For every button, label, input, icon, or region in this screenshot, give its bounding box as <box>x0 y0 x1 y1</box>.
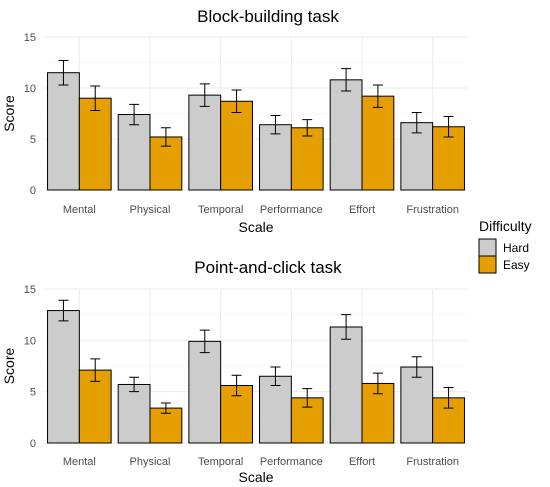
bar-hard-effort <box>329 79 363 191</box>
error-bar-hard-physical <box>129 103 140 126</box>
error-bar-hard-frustration <box>411 356 422 378</box>
error-bar-easy-effort <box>372 84 383 108</box>
bar-hard-mental <box>47 72 80 191</box>
error-bar-easy-mental <box>90 85 101 111</box>
legend-swatch-hard <box>478 238 497 257</box>
error-bar-easy-frustration <box>443 387 454 409</box>
x-tick-label-performance: Performance <box>260 204 323 216</box>
bar-easy-mental <box>78 369 112 444</box>
error-bar-easy-temporal <box>231 374 242 397</box>
x-tick-label-mental: Mental <box>63 456 96 468</box>
x-tick-label-effort: Effort <box>349 456 375 468</box>
y-tick-label: 15 <box>24 284 36 296</box>
bar-hard-physical <box>117 383 151 444</box>
x-axis-title: Scale <box>238 219 273 235</box>
legend-swatch-easy <box>478 255 497 274</box>
x-axis-title: Scale <box>238 469 273 485</box>
bar-hard-physical <box>117 114 151 191</box>
bar-hard-frustration <box>400 122 434 191</box>
chart-panel-point-and-click: 0 5 10 15 Mental Physical Temporal Performance E… <box>1 258 468 485</box>
error-bar-easy-temporal <box>231 89 242 113</box>
error-bar-hard-temporal <box>199 83 210 107</box>
bar-easy-temporal <box>220 385 253 444</box>
error-bar-hard-mental <box>58 299 69 322</box>
x-tick-label-frustration: Frustration <box>406 204 459 216</box>
chart-panel-block-building: 0 5 10 15 Mental Physical Temporal Performance E… <box>1 7 468 235</box>
bar-hard-effort <box>329 326 363 444</box>
bar-easy-temporal <box>220 100 253 191</box>
error-bar-hard-physical <box>129 376 140 393</box>
legend-title: Difficulty <box>479 218 532 234</box>
y-tick-label: 5 <box>30 387 36 399</box>
bar-hard-frustration <box>400 366 434 444</box>
error-bar-hard-frustration <box>411 111 422 134</box>
legend-label-hard: Hard <box>503 241 529 255</box>
y-axis-title: Score <box>1 95 17 132</box>
chart-title: Block-building task <box>197 7 339 26</box>
bar-hard-temporal <box>188 340 222 444</box>
legend-label-easy: Easy <box>503 258 530 272</box>
bar-easy-performance <box>290 127 324 191</box>
error-bar-hard-effort <box>341 314 352 340</box>
error-bar-easy-performance <box>302 119 313 137</box>
x-tick-label-effort: Effort <box>349 204 375 216</box>
x-tick-label-temporal: Temporal <box>198 456 243 468</box>
x-tick-label-mental: Mental <box>63 204 96 216</box>
error-bar-easy-physical <box>160 402 171 414</box>
y-tick-label: 0 <box>30 438 36 450</box>
error-bar-hard-mental <box>58 59 69 86</box>
error-bar-easy-performance <box>302 388 313 408</box>
x-tick-label-performance: Performance <box>260 456 323 468</box>
error-bar-easy-frustration <box>443 116 454 138</box>
y-tick-label: 10 <box>24 335 36 347</box>
error-bar-hard-performance <box>270 366 281 387</box>
error-bar-easy-physical <box>160 127 171 147</box>
x-tick-label-physical: Physical <box>130 204 171 216</box>
legend: Difficulty Hard Easy <box>478 218 532 274</box>
error-bar-hard-effort <box>341 68 352 92</box>
y-tick-label: 10 <box>24 83 36 95</box>
bar-easy-mental <box>78 97 112 191</box>
bar-hard-temporal <box>188 94 222 191</box>
bar-easy-effort <box>361 95 395 191</box>
bar-hard-performance <box>259 124 292 191</box>
error-bar-hard-performance <box>270 115 281 135</box>
error-bar-easy-effort <box>372 372 383 395</box>
x-tick-label-temporal: Temporal <box>198 204 243 216</box>
y-tick-label: 15 <box>24 32 36 44</box>
y-tick-label: 5 <box>30 134 36 146</box>
bar-hard-mental <box>47 310 80 444</box>
chart-title: Point-and-click task <box>194 258 342 277</box>
x-tick-label-physical: Physical <box>130 456 171 468</box>
y-axis-title: Score <box>1 348 17 385</box>
error-bar-easy-mental <box>90 358 101 382</box>
x-tick-label-frustration: Frustration <box>406 456 459 468</box>
bar-hard-performance <box>259 375 292 444</box>
error-bar-hard-temporal <box>199 329 210 354</box>
y-tick-label: 0 <box>30 185 36 197</box>
